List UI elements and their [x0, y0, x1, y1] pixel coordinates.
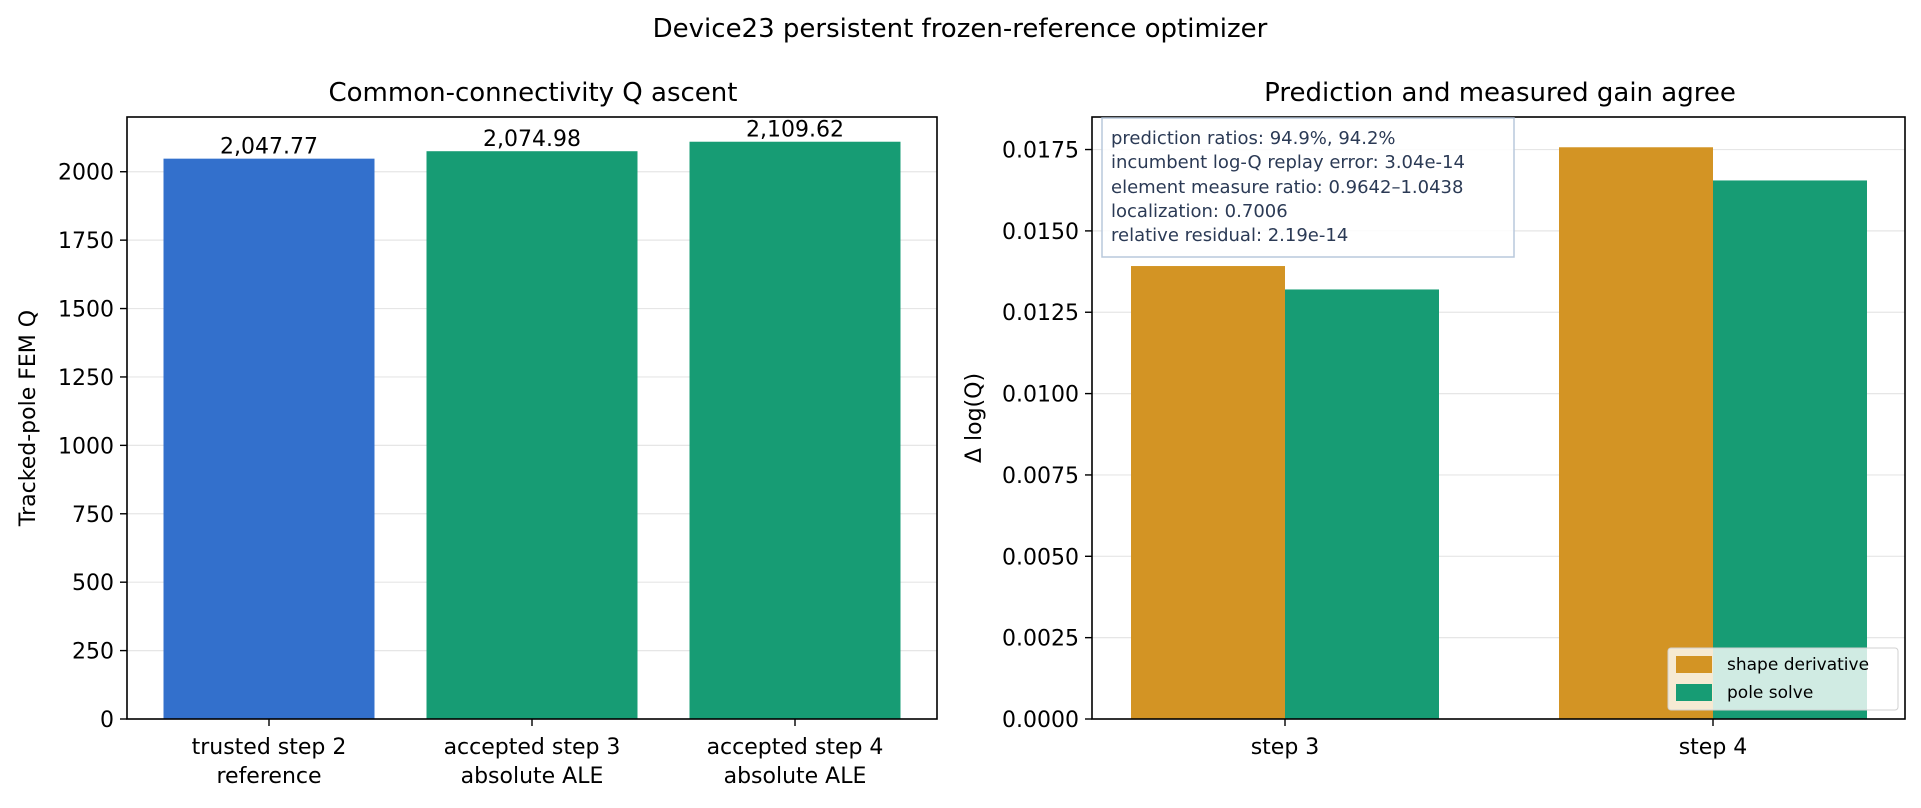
x-tick-label: absolute ALE [461, 764, 604, 789]
legend-label-pole-solve: pole solve [1727, 683, 1813, 703]
y-tick-label: 0.0150 [1002, 220, 1079, 245]
right-chart-title: Prediction and measured gain agree [1264, 78, 1736, 108]
x-tick-label: trusted step 2 [192, 735, 347, 760]
bar [163, 158, 375, 720]
left-chart-y-ticks: 0 250 500 750 1000 1250 1500 1750 2000 [58, 161, 127, 733]
y-tick-label: 0.0100 [1002, 383, 1079, 408]
left-chart-bars [163, 141, 901, 720]
annotation-line: relative residual: 2.19e-14 [1111, 225, 1348, 246]
x-tick-label: accepted step 4 [707, 735, 884, 760]
legend-background [1667, 647, 1899, 711]
annotation-line: localization: 0.7006 [1111, 201, 1288, 222]
x-tick-label: reference [216, 764, 321, 789]
annotation-line: incumbent log-Q replay error: 3.04e-14 [1111, 152, 1465, 173]
right-chart-annotation-box: prediction ratios: 94.9%, 94.2% incumben… [1101, 117, 1515, 258]
y-tick-label: 0.0000 [1002, 708, 1079, 733]
annotation-line: prediction ratios: 94.9%, 94.2% [1111, 128, 1396, 149]
y-tick-label: 1500 [58, 298, 114, 323]
y-tick-label: 1250 [58, 366, 114, 391]
y-tick-label: 1000 [58, 434, 114, 459]
y-tick-label: 750 [72, 503, 114, 528]
legend-swatch-pole-solve [1676, 684, 1712, 701]
x-tick-label: step 3 [1251, 735, 1320, 760]
y-tick-label: 0 [100, 708, 114, 733]
bar-value-label: 2,074.98 [483, 127, 581, 152]
x-tick-label: absolute ALE [724, 764, 867, 789]
legend-swatch-shape-derivative [1676, 656, 1712, 673]
y-tick-label: 250 [72, 640, 114, 665]
y-tick-label: 0.0025 [1002, 627, 1079, 652]
y-tick-label: 0.0175 [1002, 139, 1079, 164]
bar-shape-derivative [1131, 266, 1285, 719]
annotation-line: element measure ratio: 0.9642–1.0438 [1111, 177, 1463, 198]
right-chart-frame [1091, 116, 1906, 720]
x-tick-label: step 4 [1679, 735, 1748, 760]
y-tick-label: 0.0125 [1002, 301, 1079, 326]
right-chart-bars [1131, 147, 1867, 720]
y-tick-label: 0.0050 [1002, 545, 1079, 570]
y-tick-label: 500 [72, 571, 114, 596]
right-chart-x-ticks: step 3 step 4 [1251, 719, 1748, 760]
right-chart-y-ticks: 0.0000 0.0025 0.0050 0.0075 0.0100 0.0125 0.01… [1002, 139, 1092, 733]
y-tick-label: 1750 [58, 229, 114, 254]
left-chart-y-axis-label: Tracked-pole FEM Q [16, 310, 41, 527]
left-chart-x-ticks: trusted step 2 reference accepted step 3 ab… [192, 719, 884, 789]
right-chart-panel: Prediction and measured gain agree 0.000… [962, 78, 1906, 760]
left-chart-bar-labels: 2,047.77 2,074.98 2,109.62 [220, 118, 844, 160]
left-chart-panel: Common-connectivity Q ascent 2,047.77 2,0… [16, 78, 938, 789]
left-chart-frame [126, 116, 938, 720]
figure-title: Device23 persistent frozen-reference opt… [653, 14, 1268, 44]
legend-label-shape-derivative: shape derivative [1727, 655, 1869, 675]
bar [689, 141, 901, 719]
right-chart-y-axis-label: Δ log(Q) [962, 373, 987, 463]
bar-shape-derivative [1559, 147, 1713, 719]
right-chart-legend: shape derivative pole solve [1667, 647, 1899, 711]
annotation-box-background [1101, 117, 1515, 258]
y-tick-label: 2000 [58, 161, 114, 186]
bar [426, 151, 638, 719]
bar-pole-solve [1285, 289, 1439, 719]
bar-value-label: 2,047.77 [220, 135, 318, 160]
y-tick-label: 0.0075 [1002, 464, 1079, 489]
x-tick-label: accepted step 3 [444, 735, 621, 760]
bar-pole-solve [1713, 180, 1867, 720]
bar-value-label: 2,109.62 [746, 118, 844, 143]
left-chart-title: Common-connectivity Q ascent [329, 78, 738, 108]
